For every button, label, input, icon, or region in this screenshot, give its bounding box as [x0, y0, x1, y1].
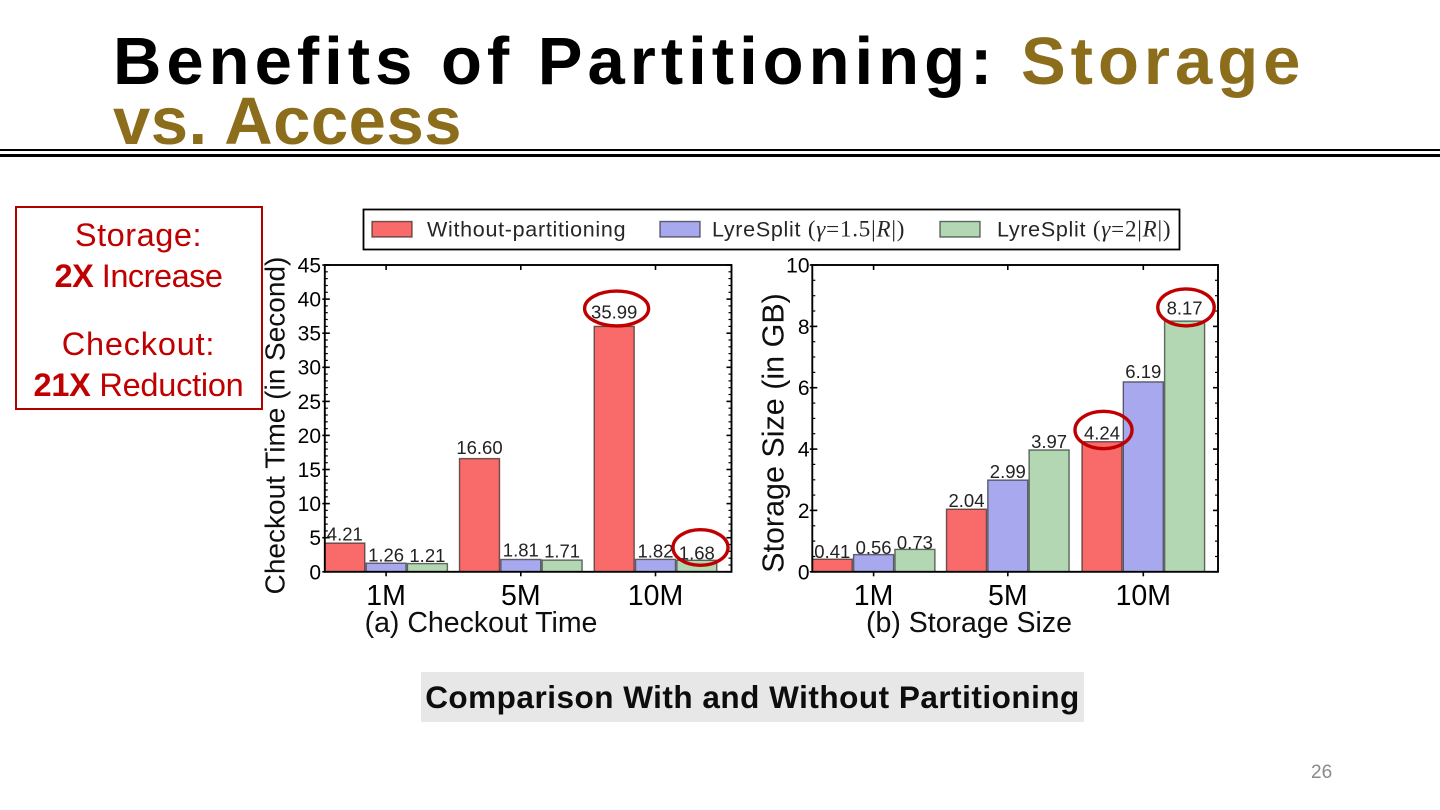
- svg-text:4: 4: [798, 439, 810, 462]
- svg-text:1M: 1M: [366, 580, 406, 612]
- svg-text:Checkout Time (in Second): Checkout Time (in Second): [259, 257, 290, 595]
- svg-text:10M: 10M: [628, 580, 683, 612]
- svg-text:4.24: 4.24: [1084, 423, 1120, 444]
- svg-text:40: 40: [298, 289, 321, 312]
- svg-text:(a) Checkout Time: (a) Checkout Time: [365, 607, 598, 639]
- svg-text:1.82: 1.82: [637, 541, 673, 562]
- svg-text:5M: 5M: [988, 580, 1028, 612]
- svg-text:35.99: 35.99: [591, 301, 637, 322]
- svg-text:20: 20: [298, 425, 321, 448]
- svg-text:1.81: 1.81: [503, 540, 539, 561]
- svg-text:0: 0: [798, 561, 810, 584]
- svg-text:1.68: 1.68: [679, 542, 715, 563]
- svg-text:Storage Size (in GB): Storage Size (in GB): [756, 293, 790, 573]
- svg-text:LyreSplit (γ=1.5|R|): LyreSplit (γ=1.5|R|): [712, 217, 905, 242]
- svg-text:0.73: 0.73: [897, 532, 933, 553]
- svg-text:15: 15: [298, 459, 321, 482]
- svg-text:(b) Storage Size: (b) Storage Size: [866, 607, 1072, 639]
- svg-text:25: 25: [298, 391, 321, 414]
- svg-text:1.21: 1.21: [409, 545, 445, 566]
- svg-text:0.56: 0.56: [856, 537, 892, 558]
- svg-text:16.60: 16.60: [456, 437, 502, 458]
- svg-text:0.41: 0.41: [814, 541, 850, 562]
- svg-text:10: 10: [786, 255, 809, 278]
- svg-text:6: 6: [798, 377, 810, 400]
- svg-text:10M: 10M: [1116, 580, 1171, 612]
- svg-text:4.21: 4.21: [327, 524, 363, 545]
- svg-text:2.04: 2.04: [948, 490, 984, 511]
- svg-text:Without-partitioning: Without-partitioning: [427, 218, 626, 242]
- svg-text:2: 2: [798, 500, 810, 523]
- svg-text:8.17: 8.17: [1167, 298, 1203, 319]
- svg-text:10: 10: [298, 493, 321, 516]
- svg-text:1M: 1M: [854, 580, 894, 612]
- svg-text:1.71: 1.71: [544, 540, 580, 561]
- svg-text:35: 35: [298, 323, 321, 346]
- svg-text:3.97: 3.97: [1031, 431, 1067, 452]
- svg-text:1.26: 1.26: [368, 545, 404, 566]
- svg-text:6.19: 6.19: [1125, 361, 1161, 382]
- svg-text:5: 5: [309, 527, 321, 550]
- svg-text:8: 8: [798, 316, 810, 339]
- svg-text:LyreSplit (γ=2|R|): LyreSplit (γ=2|R|): [997, 217, 1171, 242]
- svg-text:5M: 5M: [501, 580, 541, 612]
- svg-text:0: 0: [309, 561, 321, 584]
- svg-text:30: 30: [298, 357, 321, 380]
- svg-text:2.99: 2.99: [990, 461, 1026, 482]
- svg-text:45: 45: [298, 255, 321, 278]
